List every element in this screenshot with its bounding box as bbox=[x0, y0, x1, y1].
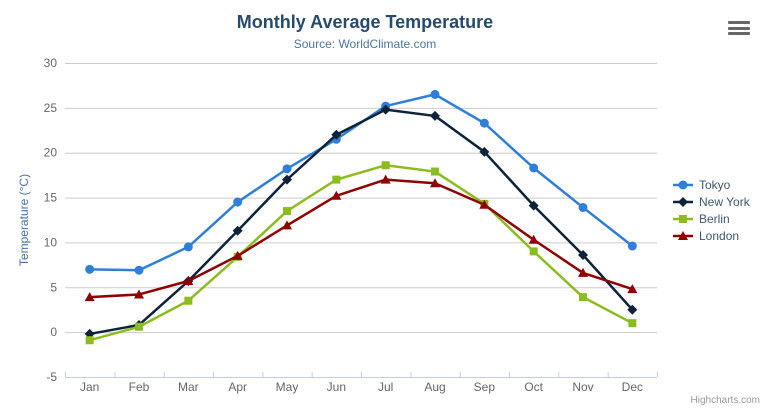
chart-subtitle: Source: WorldClimate.com bbox=[293, 37, 437, 51]
data-point[interactable] bbox=[381, 161, 390, 170]
data-point[interactable] bbox=[578, 249, 588, 260]
data-point[interactable] bbox=[135, 322, 143, 331]
data-point[interactable] bbox=[331, 190, 342, 200]
gridlines bbox=[65, 63, 657, 334]
data-point[interactable] bbox=[578, 202, 588, 212]
data-point[interactable] bbox=[183, 242, 193, 252]
y-axis-label: 0 bbox=[50, 325, 57, 339]
x-axis-label: Sep bbox=[474, 380, 496, 394]
legend-label: Tokyo bbox=[699, 177, 731, 192]
data-point[interactable] bbox=[627, 284, 638, 294]
data-point[interactable] bbox=[479, 199, 490, 209]
hamburger-icon bbox=[728, 21, 750, 24]
data-point[interactable] bbox=[184, 296, 193, 305]
data-point bbox=[678, 196, 688, 207]
chart-title: Monthly Average Temperature bbox=[236, 12, 494, 32]
data-point[interactable] bbox=[85, 336, 94, 345]
data-point[interactable] bbox=[528, 200, 539, 211]
x-axis bbox=[65, 372, 658, 378]
x-axis-label: Dec bbox=[622, 380, 643, 394]
data-point[interactable] bbox=[628, 319, 637, 328]
legend-marker-diamond-icon bbox=[673, 196, 693, 207]
data-point[interactable] bbox=[430, 178, 440, 188]
x-axis-label: Apr bbox=[228, 380, 247, 394]
data-point[interactable] bbox=[84, 292, 95, 302]
series-line-london[interactable] bbox=[88, 178, 634, 299]
data-point[interactable] bbox=[282, 220, 292, 230]
y-axis-label: 20 bbox=[44, 146, 58, 160]
x-axis-label: Nov bbox=[572, 380, 593, 394]
y-axis-label: 15 bbox=[44, 191, 58, 205]
data-point[interactable] bbox=[529, 247, 538, 256]
data-point[interactable] bbox=[232, 225, 243, 236]
x-axis-label: Jan bbox=[80, 380, 99, 394]
series-london[interactable] bbox=[84, 174, 638, 302]
hamburger-icon bbox=[728, 32, 750, 35]
data-point bbox=[678, 230, 688, 240]
data-point[interactable] bbox=[479, 118, 489, 128]
legend-marker-triangle-icon bbox=[673, 230, 693, 240]
y-axis-label: 10 bbox=[44, 235, 58, 249]
x-axis-label: Jun bbox=[327, 380, 346, 394]
x-axis-label: Mar bbox=[178, 380, 199, 394]
legend-item-london[interactable]: London bbox=[672, 227, 750, 244]
data-point[interactable] bbox=[282, 174, 292, 185]
series-line-tokyo[interactable] bbox=[88, 93, 634, 272]
hamburger-icon bbox=[728, 26, 750, 30]
data-point[interactable] bbox=[627, 304, 638, 315]
data-point[interactable] bbox=[380, 174, 391, 184]
context-menu-button[interactable] bbox=[728, 21, 750, 35]
data-point[interactable] bbox=[578, 267, 588, 277]
credits-link[interactable]: Highcharts.com bbox=[690, 395, 760, 406]
legend: Tokyo New York Berlin London bbox=[672, 176, 750, 244]
data-point[interactable] bbox=[380, 104, 391, 115]
data-point[interactable] bbox=[627, 241, 637, 251]
data-point[interactable] bbox=[430, 89, 440, 99]
data-point[interactable] bbox=[134, 289, 144, 299]
data-point[interactable] bbox=[528, 234, 539, 244]
series-line-berlin[interactable] bbox=[88, 164, 634, 342]
data-point[interactable] bbox=[183, 276, 194, 286]
data-point[interactable] bbox=[85, 264, 95, 274]
data-point[interactable] bbox=[430, 110, 440, 121]
x-axis-label: Aug bbox=[424, 380, 445, 394]
series-new-york[interactable] bbox=[84, 104, 638, 339]
data-point[interactable] bbox=[431, 167, 439, 176]
data-point bbox=[679, 214, 687, 223]
data-point[interactable] bbox=[579, 293, 587, 302]
legend-marker-square-icon bbox=[673, 214, 693, 223]
legend-label: London bbox=[699, 228, 740, 243]
legend-label: New York bbox=[699, 194, 750, 209]
data-point[interactable] bbox=[332, 175, 341, 184]
y-axis-label: -5 bbox=[46, 370, 57, 384]
data-point[interactable] bbox=[282, 164, 292, 174]
x-axis-label: Jul bbox=[378, 380, 393, 394]
y-axis-label: 5 bbox=[50, 280, 57, 294]
legend-item-berlin[interactable]: Berlin bbox=[672, 210, 750, 227]
data-point[interactable] bbox=[233, 197, 243, 207]
legend-item-tokyo[interactable]: Tokyo bbox=[672, 176, 750, 193]
data-point[interactable] bbox=[283, 207, 291, 216]
y-axis-label: 30 bbox=[44, 56, 58, 70]
data-point[interactable] bbox=[232, 250, 243, 260]
series-line-new-york[interactable] bbox=[88, 108, 634, 336]
x-axis-label: May bbox=[276, 380, 299, 394]
data-point[interactable] bbox=[331, 129, 342, 140]
data-point[interactable] bbox=[529, 163, 539, 173]
legend-marker-circle-icon bbox=[673, 180, 693, 189]
data-point[interactable] bbox=[479, 146, 490, 157]
data-point bbox=[678, 180, 688, 189]
x-axis-label: Feb bbox=[129, 380, 150, 394]
legend-label: Berlin bbox=[699, 211, 730, 226]
series-tokyo[interactable] bbox=[85, 89, 637, 275]
data-point[interactable] bbox=[134, 265, 144, 275]
x-axis-label: Oct bbox=[524, 380, 543, 394]
legend-item-new-york[interactable]: New York bbox=[672, 193, 750, 210]
y-axis-label: 25 bbox=[44, 101, 58, 115]
